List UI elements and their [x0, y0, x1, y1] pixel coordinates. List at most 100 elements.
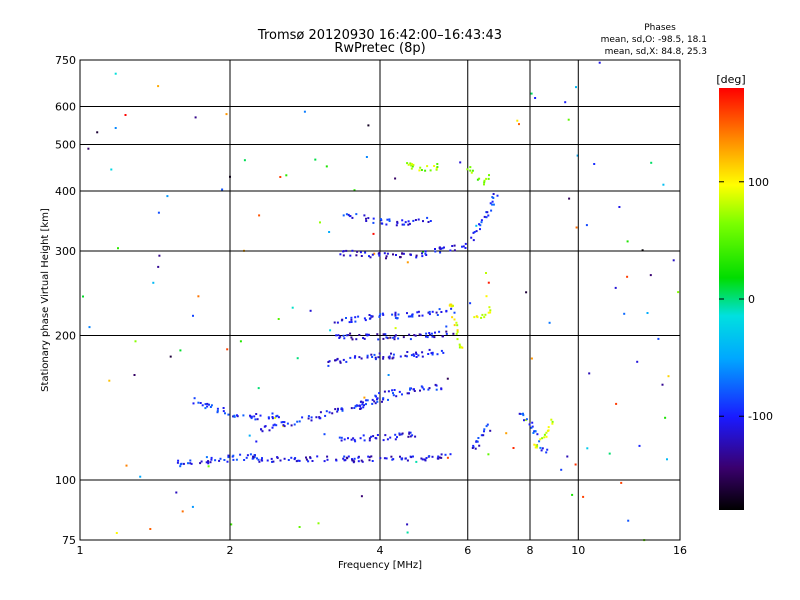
echo-point	[394, 334, 397, 337]
echo-point	[399, 355, 402, 358]
noise-point	[650, 161, 653, 164]
noise-point	[406, 531, 409, 534]
echo-point	[492, 203, 495, 206]
echo-point	[193, 397, 196, 400]
echo-point	[425, 254, 428, 256]
echo-point	[350, 316, 353, 319]
echo-point	[485, 177, 488, 180]
echo-point	[383, 252, 386, 255]
echo-point	[480, 316, 483, 319]
echo-point	[393, 338, 396, 341]
echo-point	[425, 332, 428, 335]
echo-point	[182, 462, 185, 465]
echo-point	[353, 457, 356, 460]
echo-point	[459, 345, 462, 348]
echo-trace	[406, 162, 439, 172]
echo-point	[547, 426, 550, 429]
echo-point	[394, 311, 397, 314]
echo-point	[360, 255, 363, 257]
echo-point	[209, 461, 212, 464]
noise-point	[230, 523, 233, 526]
echo-point	[489, 311, 492, 314]
noise-point	[191, 505, 194, 508]
echo-point	[427, 311, 430, 314]
echo-point	[354, 316, 357, 319]
noise-point	[588, 372, 591, 375]
echo-point	[480, 221, 483, 224]
echo-point	[347, 334, 350, 337]
echo-point	[357, 460, 360, 463]
noise-point	[96, 131, 99, 134]
noise-point	[662, 183, 665, 186]
echo-point	[522, 412, 524, 415]
echo-point	[453, 244, 456, 247]
echo-point	[267, 417, 270, 420]
echo-point	[471, 169, 474, 172]
echo-point	[389, 336, 392, 339]
echo-point	[460, 346, 463, 349]
echo-point	[343, 337, 346, 340]
echo-point	[394, 317, 397, 319]
noise-point	[415, 460, 418, 463]
noise-point	[325, 165, 328, 168]
noise-point	[373, 252, 376, 255]
echo-point	[347, 213, 350, 216]
noise-point	[406, 523, 409, 526]
trace-layer	[176, 162, 554, 466]
echo-point	[382, 397, 385, 400]
echo-point	[351, 338, 354, 341]
echo-point	[413, 388, 415, 391]
phase-note-title: Phases	[644, 23, 676, 33]
echo-point	[345, 213, 348, 216]
echo-point	[440, 456, 443, 459]
echo-point	[452, 304, 454, 307]
echo-point	[353, 407, 356, 409]
echo-point	[452, 332, 455, 335]
noise-point	[446, 377, 449, 380]
echo-trace	[353, 383, 443, 410]
echo-point	[360, 400, 363, 403]
echo-point	[368, 255, 370, 258]
echo-point	[351, 216, 354, 219]
echo-point	[355, 254, 358, 257]
y-tick-label: 75	[62, 534, 76, 547]
echo-trace	[338, 431, 417, 443]
noise-point	[516, 119, 519, 122]
echo-point	[365, 217, 367, 220]
echo-point	[396, 436, 398, 439]
echo-point	[536, 444, 539, 447]
echo-point	[453, 324, 456, 327]
echo-point	[360, 357, 363, 360]
echo-point	[440, 311, 443, 313]
echo-point	[435, 167, 438, 170]
echo-point	[374, 356, 377, 359]
echo-point	[545, 451, 548, 454]
echo-point	[227, 454, 230, 457]
echo-point	[370, 455, 373, 458]
echo-point	[391, 313, 394, 316]
noise-point	[525, 291, 528, 294]
echo-point	[434, 331, 436, 334]
echo-point	[307, 417, 310, 420]
echo-point	[342, 250, 345, 253]
echo-point	[538, 440, 541, 443]
noise-point	[641, 249, 644, 252]
echo-point	[394, 438, 397, 441]
echo-point	[294, 457, 297, 459]
echo-point	[475, 230, 478, 233]
echo-point	[531, 425, 534, 428]
echo-point	[187, 462, 189, 465]
echo-point	[418, 314, 421, 317]
echo-point	[418, 169, 421, 172]
noise-point	[298, 526, 301, 528]
echo-point	[376, 333, 379, 336]
echo-point	[472, 239, 475, 242]
echo-point	[369, 256, 372, 259]
echo-point	[413, 334, 416, 337]
echo-point	[361, 403, 364, 406]
echo-point	[210, 456, 213, 459]
echo-point	[382, 398, 385, 401]
y-tick-label: 750	[55, 54, 76, 67]
echo-point	[319, 411, 322, 414]
echo-point	[379, 218, 382, 221]
